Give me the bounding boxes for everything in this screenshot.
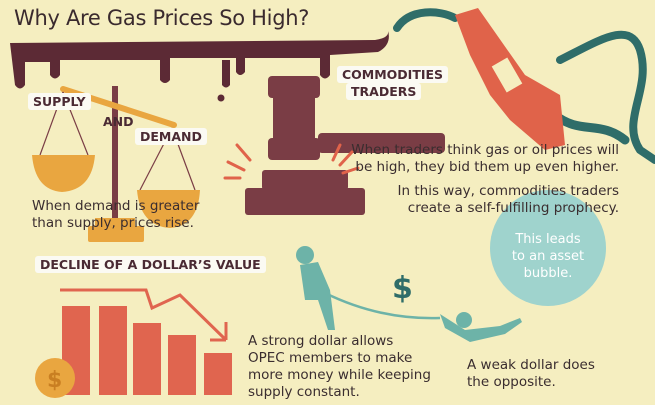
- traders-text-2b: create a self-fulfilling prophecy.: [407, 200, 619, 216]
- strong-dollar-text-3: more money while keeping: [248, 367, 431, 383]
- strong-dollar-text-4: supply constant.: [248, 384, 360, 400]
- traders-text-1a: When traders think gas or oil prices wil…: [351, 142, 619, 158]
- strong-dollar-text-1: A strong dollar allows: [248, 333, 394, 349]
- hose: [393, 8, 655, 164]
- bubble-line-3: bubble.: [523, 266, 573, 281]
- traders-label: TRADERS: [346, 83, 422, 100]
- demand-label: DEMAND: [135, 128, 207, 145]
- supply-label: SUPPLY: [28, 93, 91, 110]
- bubble-text: This leads to an asset bubble.: [500, 231, 596, 282]
- supply-demand-caption-2: than supply, prices rise.: [32, 215, 194, 231]
- traders-text-1b: be high, they bid them up even higher.: [355, 159, 619, 175]
- supply-demand-caption-1: When demand is greater: [32, 198, 200, 214]
- weak-dollar-text-1: A weak dollar does: [467, 357, 595, 373]
- oil-drip: [10, 30, 389, 102]
- and-label: AND: [103, 114, 134, 129]
- bar-3: [133, 323, 161, 395]
- traders-text-2a: In this way, commodities traders: [397, 183, 619, 199]
- coin-icon: [35, 358, 75, 398]
- bubble-line-2: to an asset: [511, 249, 585, 264]
- impact-lines: [223, 143, 360, 180]
- decline-label: DECLINE OF A DOLLAR’S VALUE: [35, 256, 266, 273]
- commodities-label: COMMODITIES: [337, 66, 449, 83]
- gas-pump-nozzle-icon: [455, 8, 565, 150]
- page-title: Why Are Gas Prices So High?: [14, 6, 310, 30]
- strong-dollar-text-2: OPEC members to make: [248, 350, 413, 366]
- bar-5: [204, 353, 232, 395]
- tug-of-war-figures: [296, 246, 522, 342]
- coin-symbol: $: [47, 368, 62, 393]
- decline-arrow: [60, 288, 228, 342]
- bar-4: [168, 335, 196, 395]
- gavel-icon: [245, 76, 445, 215]
- floating-dollar-icon: $: [392, 271, 413, 306]
- bubble-line-1: This leads: [515, 232, 581, 247]
- bar-2: [99, 306, 127, 395]
- hose-end: [550, 110, 630, 145]
- weak-dollar-text-2: the opposite.: [467, 374, 556, 390]
- asset-bubble: [490, 190, 606, 306]
- balance-scale-icon: [32, 86, 200, 242]
